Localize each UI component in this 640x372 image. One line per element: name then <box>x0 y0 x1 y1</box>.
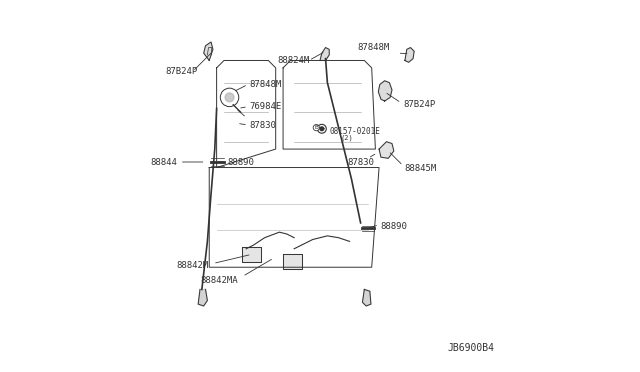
Polygon shape <box>405 48 414 62</box>
Polygon shape <box>243 247 261 262</box>
Text: (2): (2) <box>340 134 353 141</box>
Text: 88842MA: 88842MA <box>200 276 237 285</box>
Text: 88890: 88890 <box>380 222 407 231</box>
Text: 88842M: 88842M <box>176 261 208 270</box>
Text: 08157-0201E: 08157-0201E <box>329 127 380 136</box>
Text: 87B24P: 87B24P <box>403 100 435 109</box>
Text: 87830: 87830 <box>348 157 374 167</box>
Text: 76984E: 76984E <box>250 102 282 111</box>
Text: 88844: 88844 <box>150 157 177 167</box>
Text: 88845M: 88845M <box>404 164 436 173</box>
Text: JB6900B4: JB6900B4 <box>448 343 495 353</box>
Polygon shape <box>378 81 392 101</box>
Polygon shape <box>198 289 207 306</box>
Text: 88890: 88890 <box>228 157 255 167</box>
Text: 88824M: 88824M <box>278 56 310 65</box>
Polygon shape <box>204 42 213 61</box>
Circle shape <box>320 127 324 131</box>
Circle shape <box>225 93 234 102</box>
Polygon shape <box>320 48 329 61</box>
Polygon shape <box>283 254 301 269</box>
Text: B: B <box>314 125 318 130</box>
Text: 87830: 87830 <box>250 121 276 129</box>
Text: 87848M: 87848M <box>357 43 389 52</box>
Text: 87848M: 87848M <box>250 80 282 89</box>
Text: 87B24P: 87B24P <box>165 67 197 76</box>
Polygon shape <box>362 289 371 306</box>
Polygon shape <box>379 142 394 158</box>
